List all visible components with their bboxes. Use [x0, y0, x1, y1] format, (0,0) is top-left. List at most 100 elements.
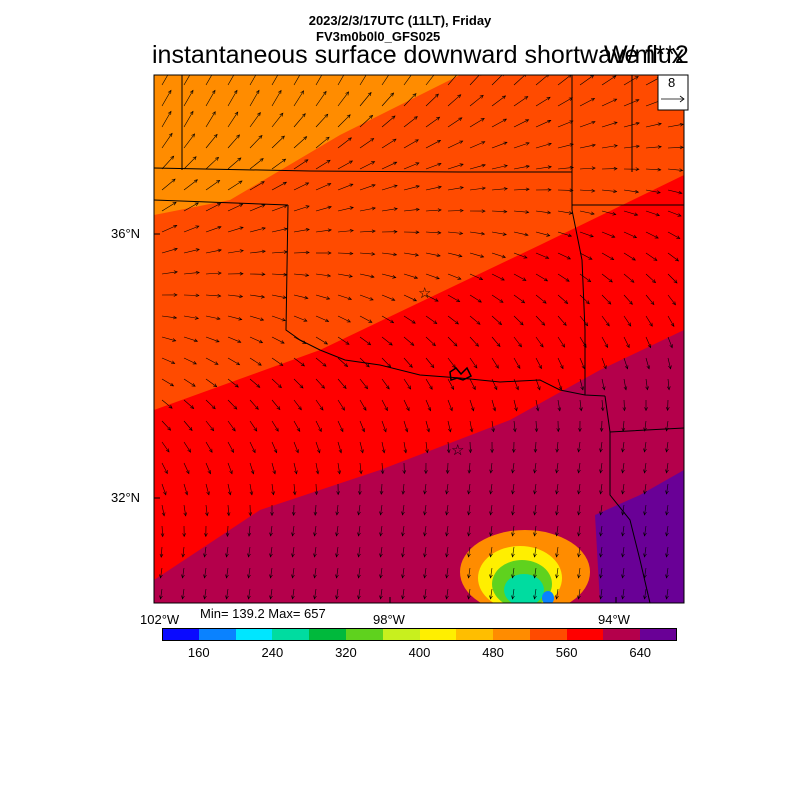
- wind-vector: [336, 567, 339, 578]
- wind-vector: [160, 567, 163, 578]
- wind-vector-head: [413, 116, 418, 120]
- wind-vector-head: [300, 90, 304, 95]
- wind-vector: [425, 186, 442, 191]
- wind-vector: [622, 546, 625, 557]
- wind-vector: [358, 525, 361, 536]
- wind-vector: [381, 357, 391, 368]
- wind-vector-head: [181, 574, 185, 579]
- wind-vector: [249, 441, 256, 453]
- wind-vector-head: [599, 448, 603, 453]
- wind-vector-head: [679, 168, 684, 172]
- wind-vector: [359, 399, 367, 411]
- wind-vector: [315, 229, 332, 233]
- field-blob-0a82ff: [542, 591, 554, 603]
- wind-vector: [315, 483, 317, 495]
- wind-vector-head: [515, 386, 519, 391]
- wind-vector-head: [577, 553, 581, 558]
- wind-vector: [271, 75, 279, 86]
- wind-vector-head: [457, 94, 462, 99]
- wind-vector-head: [215, 339, 220, 343]
- wind-vector-head: [489, 553, 493, 558]
- wind-vector-head: [437, 185, 442, 190]
- wind-vector-head: [247, 532, 252, 537]
- wind-vector-head: [314, 491, 319, 496]
- wind-vector: [183, 336, 198, 342]
- wind-vector-head: [348, 160, 354, 164]
- wind-vector: [512, 546, 515, 557]
- wind-vector: [249, 250, 266, 254]
- wind-vector: [535, 420, 537, 432]
- wind-vector-head: [346, 319, 351, 323]
- wind-vector: [425, 420, 430, 432]
- wind-vector-head: [434, 71, 437, 75]
- wind-vector-head: [364, 385, 369, 390]
- wind-vector-head: [613, 166, 618, 171]
- wind-vector: [402, 525, 405, 536]
- wind-vector-head: [565, 278, 570, 282]
- wind-vector-head: [327, 205, 332, 210]
- wind-vector-head: [281, 317, 286, 322]
- wind-vector: [402, 567, 405, 578]
- lon-label: 98°W: [373, 612, 405, 627]
- wind-vector-head: [677, 213, 682, 217]
- wind-vector-head: [500, 277, 505, 281]
- wind-vector-head: [338, 449, 343, 454]
- wind-vector-head: [212, 111, 216, 116]
- wind-vector-head: [627, 322, 632, 327]
- wind-vector: [358, 567, 361, 578]
- wind-vector-head: [234, 383, 239, 388]
- wind-vector-head: [433, 320, 438, 325]
- wind-vector: [424, 483, 427, 494]
- wind-vector: [644, 483, 647, 494]
- wind-vector-head: [401, 553, 405, 558]
- wind-vector-head: [423, 490, 427, 495]
- wind-vector-head: [261, 272, 266, 276]
- wind-vector: [183, 483, 188, 495]
- wind-vector: [270, 546, 273, 557]
- wind-vector: [293, 136, 307, 149]
- wind-vector-head: [427, 407, 431, 412]
- wind-vector: [314, 504, 317, 516]
- wind-vector-head: [238, 317, 243, 321]
- wind-vector: [160, 588, 163, 599]
- wind-vector-head: [591, 143, 596, 148]
- wind-vector-head: [518, 343, 522, 348]
- wind-vector-head: [585, 300, 590, 305]
- wind-vector: [469, 378, 476, 390]
- wind-vector: [512, 588, 515, 599]
- wind-vector: [227, 203, 243, 212]
- wind-vector-head: [209, 448, 213, 453]
- wind-vector: [315, 294, 330, 300]
- wind-vector: [205, 441, 213, 453]
- wind-vector-head: [335, 553, 339, 558]
- wind-vector-head: [584, 322, 589, 327]
- wind-vector-head: [349, 229, 354, 233]
- wind-vector-head: [629, 300, 633, 305]
- wind-vector: [271, 357, 283, 366]
- wind-vector-head: [234, 69, 237, 73]
- wind-vector-head: [525, 119, 530, 123]
- wind-vector-head: [577, 490, 581, 495]
- wind-vector-head: [211, 89, 216, 94]
- wind-vector: [667, 315, 675, 327]
- wind-vector-head: [423, 532, 427, 537]
- wind-vector-head: [458, 253, 463, 258]
- wind-vector: [623, 122, 640, 128]
- wind-vector-head: [225, 532, 230, 538]
- wind-vector: [601, 189, 617, 192]
- wind-vector: [601, 122, 618, 128]
- wind-vector: [446, 588, 449, 599]
- wind-vector-head: [503, 164, 508, 168]
- wind-vector-head: [294, 470, 298, 475]
- wind-vector: [622, 504, 625, 515]
- wind-vector: [337, 273, 353, 277]
- wind-vector-head: [511, 553, 515, 558]
- wind-vector: [513, 378, 519, 390]
- wind-vector: [315, 206, 332, 212]
- wind-vector: [535, 252, 549, 259]
- wind-vector: [469, 315, 481, 325]
- wind-vector: [359, 336, 371, 346]
- wind-vector: [557, 294, 568, 304]
- wind-vector: [447, 462, 449, 474]
- wind-vector-head: [450, 385, 455, 390]
